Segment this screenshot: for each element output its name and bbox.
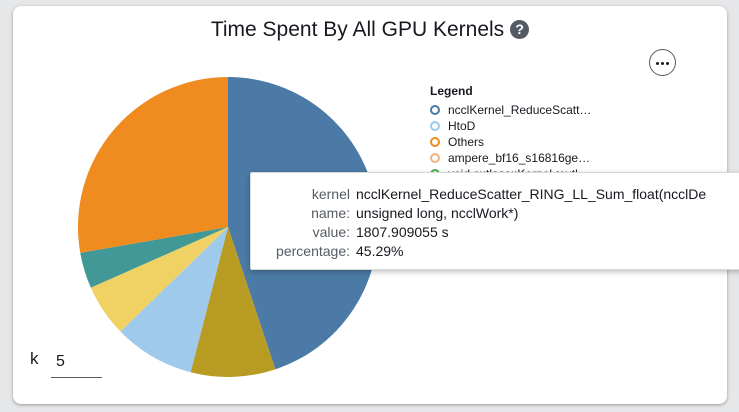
tooltip-kernel-label: kernel: [311, 186, 350, 202]
pie-slice[interactable]: [120, 227, 228, 373]
more-options-button[interactable]: [649, 49, 676, 76]
legend-marker-icon: [430, 153, 440, 163]
legend-item-label: Others: [448, 135, 485, 149]
pie-slice[interactable]: [190, 227, 276, 377]
tooltip-name-label: name:: [311, 205, 350, 221]
legend-item[interactable]: ampere_bf16_s16816ge…: [430, 150, 670, 166]
question-circle-icon[interactable]: ?: [510, 20, 530, 39]
chart-title: Time Spent By All GPU Kernels: [210, 18, 505, 41]
legend-marker-icon: [430, 105, 440, 115]
legend-item-label: ncclKernel_ReduceScatt…: [448, 103, 592, 117]
slice-tooltip: kernel ncclKernel_ReduceScatter_RING_LL_…: [250, 172, 739, 270]
legend-marker-icon: [430, 137, 440, 147]
pie-slice[interactable]: [90, 227, 228, 332]
legend-title: Legend: [430, 84, 473, 98]
tooltip-value-value: 1807.909055 s: [356, 224, 449, 240]
tooltip-percentage-label: percentage:: [276, 243, 350, 259]
legend-item[interactable]: ncclKernel_ReduceScatt…: [430, 102, 670, 118]
legend-item[interactable]: Others: [430, 134, 670, 150]
tooltip-name-value: unsigned long, ncclWork*): [356, 205, 519, 221]
tooltip-percentage-value: 45.29%: [356, 243, 404, 259]
legend-item-label: HtoD: [448, 119, 476, 133]
tooltip-kernel-value: ncclKernel_ReduceScatter_RING_LL_Sum_flo…: [356, 186, 707, 202]
tooltip-value-label: value:: [312, 224, 350, 240]
legend-item[interactable]: HtoD: [430, 118, 670, 134]
pie-slice[interactable]: [78, 77, 229, 253]
k-label: k: [30, 349, 39, 368]
pie-slice[interactable]: [80, 227, 228, 288]
legend-item-label: ampere_bf16_s16816ge…: [448, 151, 591, 165]
title-row: Time Spent By All GPU Kernels?: [13, 18, 727, 42]
legend: Legend ncclKernel_ReduceScatt… HtoD Othe…: [430, 84, 670, 186]
legend-marker-icon: [430, 121, 440, 131]
k-input[interactable]: [51, 346, 102, 378]
